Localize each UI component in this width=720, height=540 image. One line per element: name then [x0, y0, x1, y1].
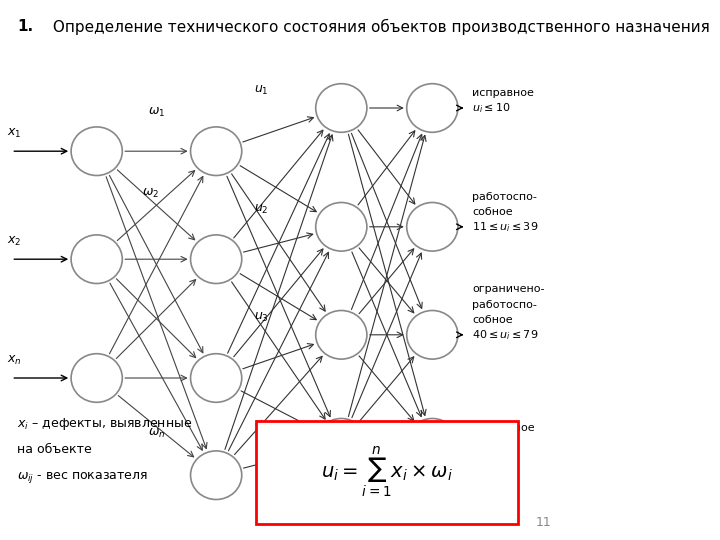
Circle shape	[315, 202, 367, 251]
Text: $\omega_n$: $\omega_n$	[148, 427, 165, 440]
Text: ограничено-: ограничено-	[472, 285, 544, 294]
Text: $\omega_1$: $\omega_1$	[148, 106, 165, 119]
Text: $u_2$: $u_2$	[254, 203, 269, 216]
Circle shape	[191, 354, 242, 402]
Circle shape	[191, 451, 242, 500]
Text: $u_3$: $u_3$	[254, 311, 269, 324]
Text: работоспо-: работоспо-	[472, 192, 537, 201]
Text: $x_1$: $x_1$	[7, 127, 22, 140]
Circle shape	[407, 202, 458, 251]
Text: $x_i$ – дефекты, выявленные: $x_i$ – дефекты, выявленные	[17, 416, 192, 432]
Text: $11\leq u_i\leq39$: $11\leq u_i\leq39$	[472, 220, 539, 234]
Circle shape	[71, 354, 122, 402]
Circle shape	[191, 127, 242, 176]
Circle shape	[315, 84, 367, 132]
Text: собное: собное	[472, 207, 513, 217]
Text: работоспо-: работоспо-	[472, 300, 537, 309]
Text: аварийное: аварийное	[472, 423, 535, 433]
Circle shape	[191, 235, 242, 284]
Text: $\omega_{ij}$ - вес показателя: $\omega_{ij}$ - вес показателя	[17, 470, 148, 485]
Text: $\boldsymbol{u_i} = \sum_{i=1}^{n} x_i \times \omega_i$: $\boldsymbol{u_i} = \sum_{i=1}^{n} x_i \…	[321, 445, 453, 500]
Text: $x_2$: $x_2$	[7, 235, 22, 248]
Text: $u_4$: $u_4$	[254, 419, 269, 432]
Circle shape	[71, 235, 122, 284]
Circle shape	[407, 418, 458, 467]
Text: $\omega_2$: $\omega_2$	[142, 187, 159, 200]
Text: 1.: 1.	[17, 19, 33, 34]
Circle shape	[315, 418, 367, 467]
Text: $x_n$: $x_n$	[7, 354, 22, 367]
Text: $u_i\leq10$: $u_i\leq10$	[472, 101, 510, 115]
Text: $u_i\geq80$: $u_i\geq80$	[472, 436, 510, 450]
Circle shape	[407, 84, 458, 132]
Text: $40\leq u_i\leq79$: $40\leq u_i\leq79$	[472, 328, 539, 342]
FancyBboxPatch shape	[256, 421, 518, 524]
Text: собное: собное	[472, 315, 513, 325]
Circle shape	[315, 310, 367, 359]
Text: 11: 11	[536, 516, 552, 529]
Text: на объекте: на объекте	[17, 443, 92, 456]
Circle shape	[71, 127, 122, 176]
Text: Определение технического состояния объектов производственного назначения: Определение технического состояния объек…	[48, 19, 710, 35]
Circle shape	[407, 310, 458, 359]
Text: исправное: исправное	[472, 88, 534, 98]
Text: $u_1$: $u_1$	[254, 84, 269, 97]
